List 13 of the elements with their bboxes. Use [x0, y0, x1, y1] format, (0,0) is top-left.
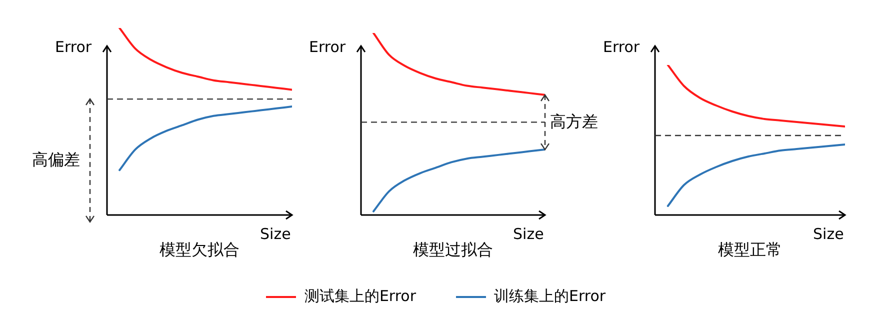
text: 高方差 [550, 112, 598, 133]
legend-label: 测试集上的Error [304, 287, 416, 306]
x-axis-title: Size [260, 225, 291, 243]
y-axis-title: Error [309, 38, 346, 56]
legend-label: 训练集上的Error [494, 287, 606, 306]
x-axis-title: Size [813, 225, 844, 243]
y-axis-title: Error [55, 38, 92, 56]
text: 模型过拟合 [413, 240, 493, 261]
text: 模型欠拟合 [160, 240, 240, 261]
text: 模型正常 [718, 240, 782, 261]
x-axis-title: Size [513, 225, 544, 243]
text: 高偏差 [32, 150, 80, 172]
y-axis-title: Error [603, 38, 640, 56]
